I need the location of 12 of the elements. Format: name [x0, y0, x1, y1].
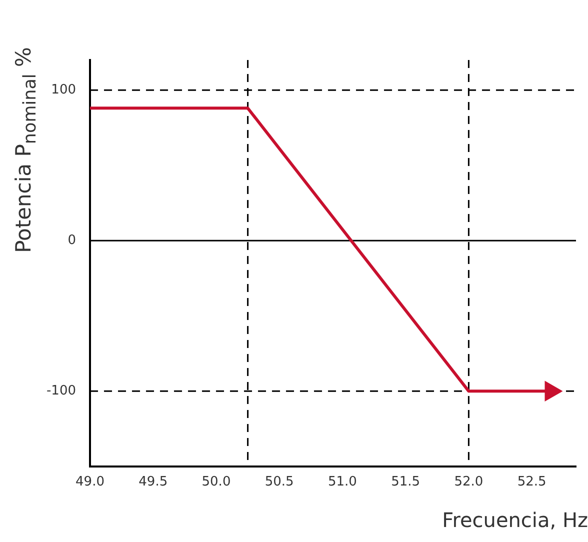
x-tick-label: 49.0	[76, 474, 104, 490]
x-tick-label: 51.5	[391, 474, 420, 490]
y-tick-label: 100	[51, 82, 76, 98]
x-axis-title: Frecuencia, Hz	[442, 508, 588, 532]
y-tick-label: 0	[68, 232, 76, 248]
x-tick-label: 49.5	[138, 474, 168, 490]
x-tick-label: 52.0	[454, 474, 484, 490]
x-tick-label: 51.0	[328, 474, 357, 490]
x-tick-label: 50.0	[202, 474, 231, 490]
x-tick-label: 52.5	[517, 474, 546, 490]
y-tick-label: -100	[46, 384, 76, 399]
x-tick-label: 50.5	[264, 474, 294, 490]
